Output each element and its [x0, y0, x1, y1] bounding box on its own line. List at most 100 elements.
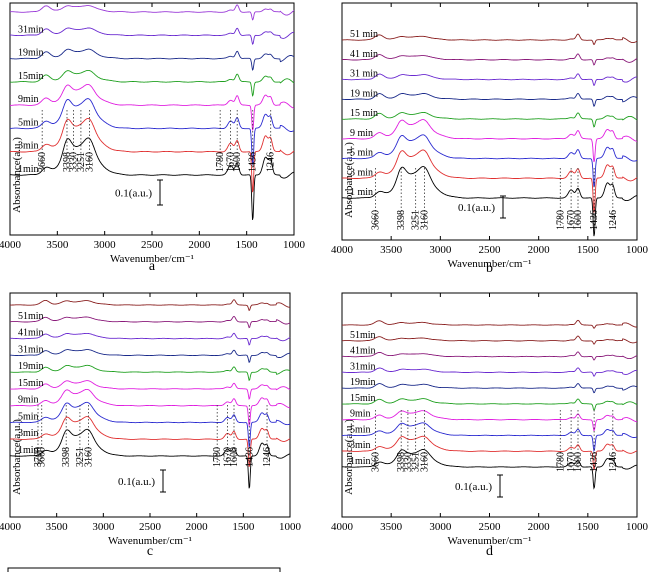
series-label-a: 31min [18, 24, 44, 35]
scale-bar-label-d: 0.1(a.u.) [455, 481, 492, 493]
peak-label-a: 1246 [266, 152, 277, 172]
series-line-b [342, 73, 637, 87]
series-label-b: 5 min [350, 148, 373, 159]
x-tick-label-c: 1000 [279, 521, 302, 533]
series-line-a [10, 48, 295, 71]
series-line-c [9, 349, 291, 364]
series-label-a: 5min [18, 117, 39, 128]
scale-bar-label-b: 0.1(a.u.) [458, 202, 495, 214]
x-tick-label-b: 2000 [528, 244, 551, 256]
series-line-b [341, 33, 638, 46]
x-tick-label-b: 1500 [577, 244, 600, 256]
panel-label-a: a [149, 259, 156, 274]
series-line-d [342, 449, 638, 490]
scale-bar-label-a: 0.1(a.u.) [115, 188, 152, 200]
series-label-b: 31 min [350, 69, 378, 80]
series-line-a [9, 98, 295, 165]
series-line-a [10, 4, 295, 21]
chart-d: 4000 3500 3000 2500 2000 1500 1000 Wavenumber/c… [331, 292, 649, 559]
peak-label-a: 1670 [226, 152, 237, 172]
y-axis-label-d: Absorbance(a.u.) [343, 419, 355, 495]
series-line-c [9, 299, 290, 312]
series-line-b [342, 53, 638, 66]
series-line-b [342, 111, 638, 128]
series-line-d [342, 367, 637, 377]
x-tick-label-d: 2000 [528, 521, 551, 533]
panel-label-d: d [486, 544, 493, 559]
y-axis-label-b: Absorbance(a.u.) [343, 142, 355, 218]
peak-label-b: 1780 [555, 210, 566, 230]
x-axis-label-d: Wavenumber/cm⁻¹ [448, 535, 532, 547]
series-label-c: 31min [18, 344, 44, 355]
series-line-b [342, 134, 638, 188]
peak-label-d: 3398 [396, 452, 407, 472]
series-label-d: 15min [350, 393, 376, 404]
x-tick-label-c: 3000 [92, 521, 115, 533]
x-tick-label-d: 3500 [380, 521, 403, 533]
x-tick-label-c: 1500 [232, 521, 255, 533]
series-label-b: 15 min [350, 108, 378, 119]
series-line-c [9, 416, 291, 467]
series-line-d [341, 335, 638, 345]
series-line-c [10, 364, 291, 382]
series-label-a: 9min [18, 94, 39, 105]
series-line-a [10, 117, 295, 193]
series-label-d: 19min [350, 377, 376, 388]
chart-b: 4000 3500 3000 2500 2000 1500 1000 Wavenumber/c… [331, 2, 649, 276]
peak-label-b: 3660 [370, 210, 381, 230]
peak-label-c: 3398 [61, 447, 72, 467]
peak-label-d: 3660 [370, 452, 381, 472]
panel-label-c: c [147, 544, 153, 559]
peak-label-a: 1600 [232, 152, 243, 172]
peak-label-a: 3160 [85, 152, 96, 172]
peak-label-a: 1436 [248, 152, 259, 172]
x-tick-label-c: 3500 [46, 521, 69, 533]
series-label-d: 31min [350, 361, 376, 372]
series-line-d [341, 410, 638, 432]
x-tick-label-b: 1000 [626, 244, 649, 256]
peak-label-a: 3330 [68, 152, 79, 172]
peak-label-b: 1246 [608, 210, 619, 230]
x-tick-label-d: 4000 [331, 521, 354, 533]
series-label-d: 41min [350, 346, 376, 357]
peak-label-b: 3251 [411, 210, 422, 230]
y-axis-label-c: Absorbance(a.u.) [11, 419, 23, 495]
peak-label-c: 1246 [262, 447, 273, 467]
series-label-b: 3 min [350, 167, 373, 178]
bottom-box [7, 567, 281, 572]
peak-label-b: 1600 [573, 210, 584, 230]
series-line-c [10, 388, 290, 427]
series-label-a: 3min [18, 141, 39, 152]
peak-label-c: 1600 [229, 447, 240, 467]
x-axis-label-a: Wavenumber/cm⁻¹ [110, 253, 194, 265]
series-line-c [10, 315, 291, 329]
series-label-d: 51min [350, 330, 376, 341]
x-axis-label-c: Wavenumber/cm⁻¹ [108, 535, 192, 547]
series-line-c [10, 380, 291, 400]
series-line-d [342, 351, 638, 361]
peak-label-d: 1780 [555, 452, 566, 472]
chart-c: 4000 3500 3000 2500 2000 1500 1000 Wavenumber/c… [0, 292, 302, 559]
peak-label-b: 1670 [566, 210, 577, 230]
x-tick-label-d: 3000 [429, 521, 452, 533]
peak-label-c: 3700 [33, 447, 44, 467]
series-label-d: 5min [350, 424, 371, 435]
peak-label-c: 3251 [75, 447, 86, 467]
chart-a: 4000 3500 3000 2500 2000 1500 1000 Wavenumber/c… [0, 2, 306, 274]
peak-label-c: 3160 [83, 447, 94, 467]
peak-label-b: 3398 [396, 210, 407, 230]
series-label-b: 1 min [350, 187, 373, 198]
x-tick-label-b: 3000 [429, 244, 452, 256]
x-tick-label-d: 2500 [479, 521, 502, 533]
series-label-c: 15min [18, 378, 44, 389]
x-tick-label-b: 2500 [479, 244, 502, 256]
series-line-b [341, 149, 638, 213]
series-line-d [341, 422, 638, 453]
x-tick-label-b: 3500 [380, 244, 403, 256]
series-label-b: 41 min [350, 49, 378, 60]
peak-label-d: 3160 [420, 452, 431, 472]
series-line-a [9, 27, 295, 45]
series-line-d [341, 319, 637, 329]
series-line-a [10, 137, 295, 220]
